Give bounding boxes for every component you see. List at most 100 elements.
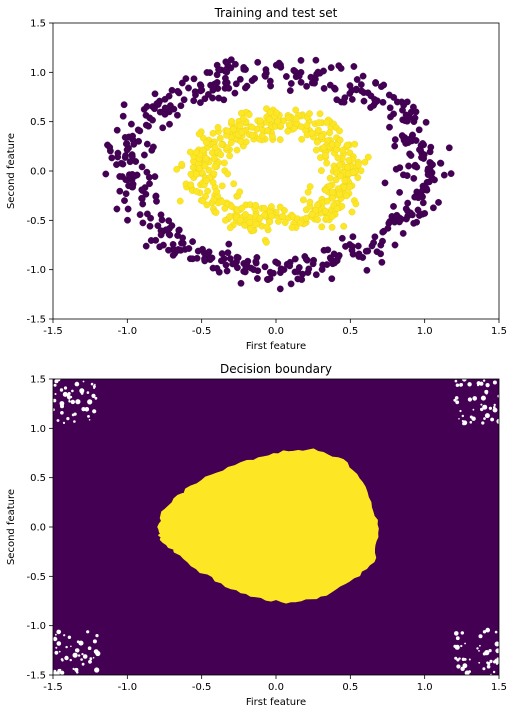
decision-boundary-chart: Decision boundary -1.5 -1.0 -0.5 0.0 0.5 1.0 1…	[6, 362, 507, 708]
scatter-point-class-1	[221, 216, 229, 224]
boundary-speck	[482, 379, 486, 382]
boundary-speck	[461, 657, 466, 661]
scatter-point-class-0	[262, 66, 270, 74]
scatter-point-class-0	[291, 255, 299, 263]
scatter-point-class-1	[306, 183, 314, 191]
scatter-point-class-1	[187, 181, 195, 189]
scatter-point-class-1	[210, 196, 218, 204]
scatter-point-class-1	[173, 165, 181, 173]
scatter-point-class-1	[328, 212, 336, 220]
boundary-speck	[478, 661, 481, 664]
boundary-speck	[58, 650, 61, 653]
boundary-ytick-label: 0.5	[30, 473, 46, 484]
scatter-point-class-1	[239, 115, 247, 123]
boundary-speck	[62, 421, 66, 424]
scatter-point-class-0	[134, 126, 142, 134]
boundary-speck	[86, 630, 90, 634]
boundary-speck	[482, 667, 486, 671]
scatter-point-class-0	[220, 96, 228, 104]
scatter-point-class-0	[252, 259, 260, 267]
scatter-point-class-0	[333, 96, 341, 104]
scatter-point-class-1	[326, 174, 334, 182]
boundary-speck	[472, 408, 475, 411]
boundary-speck	[80, 389, 84, 394]
scatter-point-class-0	[357, 81, 365, 89]
scatter-point-class-1	[248, 131, 256, 139]
boundary-speck	[68, 400, 71, 403]
boundary-speck	[460, 644, 463, 648]
scatter-point-class-0	[263, 275, 271, 283]
boundary-speck	[488, 406, 492, 410]
boundary-speck	[480, 395, 486, 401]
scatter-point-class-0	[146, 222, 154, 230]
scatter-point-class-1	[276, 136, 284, 144]
boundary-speck	[73, 420, 76, 423]
boundary-speck	[80, 658, 83, 661]
scatter-point-class-1	[258, 132, 266, 140]
boundary-speck	[454, 656, 458, 660]
scatter-point-class-1	[326, 129, 333, 137]
scatter-ytick-label: 1.0	[30, 68, 46, 79]
scatter-point-class-0	[311, 75, 319, 83]
scatter-point-class-0	[303, 256, 311, 264]
scatter-point-class-1	[236, 188, 244, 196]
scatter-point-class-1	[202, 154, 210, 162]
scatter-point-class-0	[386, 123, 393, 131]
scatter-point-class-0	[426, 148, 434, 156]
scatter-point-class-1	[323, 159, 331, 167]
scatter-point-class-0	[128, 170, 136, 178]
scatter-point-class-0	[232, 80, 240, 88]
boundary-speck	[456, 658, 460, 662]
boundary-speck	[489, 659, 493, 664]
scatter-point-class-0	[429, 204, 437, 212]
boundary-speck	[492, 380, 497, 385]
scatter-point-class-1	[343, 192, 350, 200]
scatter-point-class-0	[169, 251, 177, 259]
boundary-positive-region	[157, 448, 379, 604]
boundary-speck	[82, 654, 88, 659]
scatter-point-class-0	[106, 143, 114, 151]
scatter-point-class-1	[256, 214, 264, 222]
scatter-point-class-0	[224, 249, 232, 257]
scatter-point-class-0	[121, 197, 128, 205]
scatter-point-class-0	[218, 250, 226, 258]
scatter-point-class-0	[122, 176, 130, 184]
scatter-point-class-0	[185, 245, 193, 252]
boundary-speck	[494, 641, 500, 647]
boundary-speck	[460, 631, 464, 635]
scatter-point-class-1	[321, 151, 329, 159]
boundary-speck	[63, 634, 66, 637]
boundary-speck	[53, 383, 57, 387]
scatter-point-class-0	[411, 162, 419, 170]
scatter-point-class-0	[231, 60, 239, 68]
boundary-speck	[54, 393, 57, 395]
boundary-speck	[94, 667, 100, 673]
scatter-point-class-0	[320, 85, 328, 92]
boundary-speck	[492, 407, 498, 413]
boundary-speck	[56, 629, 61, 635]
scatter-point-class-0	[261, 263, 269, 271]
scatter-point-class-0	[403, 117, 411, 125]
scatter-point-class-1	[217, 151, 225, 159]
scatter-xtick-label: -1.5	[43, 326, 63, 337]
scatter-point-class-0	[222, 66, 230, 73]
scatter-point-class-0	[197, 82, 205, 90]
scatter-point-class-0	[178, 79, 186, 87]
scatter-point-class-1	[364, 153, 372, 161]
scatter-point-class-0	[207, 81, 215, 89]
scatter-point-class-0	[411, 193, 419, 201]
boundary-speck	[469, 421, 473, 424]
scatter-ytick-label: 1.5	[30, 19, 46, 30]
scatter-point-class-0	[371, 96, 378, 103]
scatter-point-class-0	[159, 124, 167, 132]
scatter-point-class-0	[138, 187, 146, 194]
scatter-point-class-0	[340, 98, 348, 106]
boundary-speck	[52, 636, 58, 642]
scatter-point-class-0	[132, 158, 140, 165]
boundary-speck	[81, 662, 85, 666]
boundary-speck	[52, 398, 57, 403]
boundary-xtick-label: -1.0	[118, 682, 138, 693]
scatter-point-class-1	[288, 224, 296, 231]
scatter-point-class-0	[386, 104, 394, 112]
scatter-point-class-1	[314, 216, 321, 224]
